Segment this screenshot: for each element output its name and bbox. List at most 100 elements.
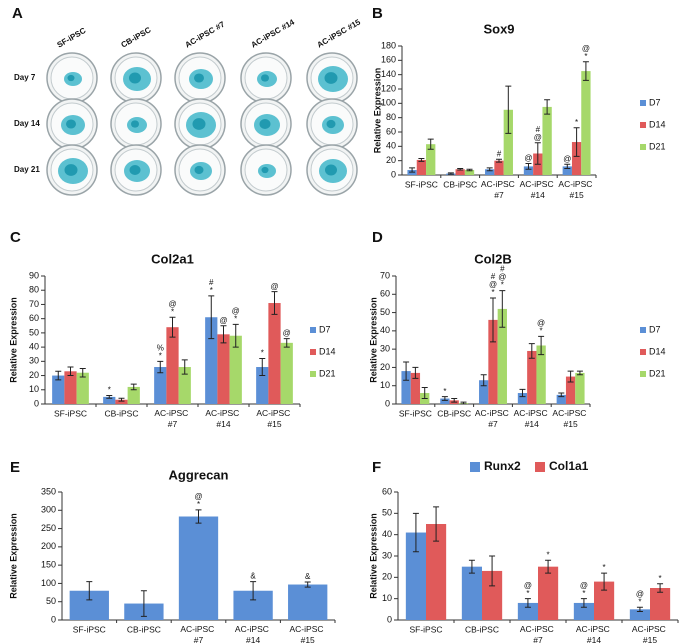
x-tick-label: CB-iPSC (465, 624, 499, 634)
y-tick-label: 40 (386, 141, 396, 151)
error-bar (441, 396, 448, 401)
y-tick-label: 30 (29, 356, 39, 366)
y-tick-label: 50 (380, 307, 390, 317)
legend-swatch (310, 371, 316, 377)
significance-mark: @ (524, 154, 532, 163)
legend-label: D14 (649, 119, 666, 129)
significance-mark: * (171, 307, 174, 316)
error-bar (496, 158, 502, 163)
bar (565, 376, 576, 404)
significance-mark: @ (537, 318, 545, 327)
y-axis-label: Relative Expression (372, 68, 382, 154)
significance-mark: @ (534, 133, 542, 142)
y-tick-label: 80 (386, 112, 396, 122)
error-bar (409, 167, 416, 173)
error-bar (106, 394, 113, 399)
x-tick-label: AC-iPSC #15 (558, 179, 594, 200)
y-tick-label: 60 (29, 313, 39, 323)
chart-panel: C Col2a1 Relative Expression 0 10 20 30 40 50 60 7… (8, 229, 335, 429)
significance-mark: @ (270, 282, 278, 291)
bar (178, 367, 191, 404)
bar (485, 169, 495, 175)
y-tick-label: 40 (29, 341, 39, 351)
y-tick-label: 20 (382, 572, 392, 582)
bar (268, 303, 281, 404)
y-tick-label: 0 (391, 169, 396, 179)
legend-label: D7 (649, 324, 661, 334)
legend-swatch (640, 122, 646, 128)
y-tick-label: 0 (51, 614, 56, 624)
x-tick-label: AC-iPSC #7 (180, 624, 216, 644)
y-tick-label: 40 (380, 325, 390, 335)
error-bar (447, 172, 454, 175)
y-tick-label: 20 (386, 155, 396, 165)
legend-swatch (640, 144, 646, 150)
bar (538, 566, 559, 620)
error-bar (576, 370, 583, 376)
y-axis-label: Relative Expression (8, 297, 18, 383)
panel-letter: D (372, 229, 383, 246)
significance-mark: # (500, 265, 505, 274)
x-tick-label: SF-iPSC (399, 408, 432, 418)
error-bar (55, 370, 62, 381)
error-bar (412, 366, 419, 379)
x-tick-label: AC-iPSC #7 (481, 179, 517, 200)
bar (127, 386, 140, 404)
x-tick-label: AC-iPSC #7 (154, 408, 190, 429)
significance-mark: * (501, 281, 504, 290)
bar (401, 371, 411, 404)
significance-mark: & (250, 572, 256, 581)
chart-panel: D Col2B Relative Expression 0 10 20 30 40 50 60 70… (368, 229, 665, 429)
bar (527, 350, 537, 404)
y-tick-label: 160 (381, 55, 396, 65)
bar (488, 319, 498, 404)
y-tick-label: 50 (382, 508, 392, 518)
bar (575, 372, 585, 404)
bar (581, 71, 591, 175)
y-tick-label: 10 (380, 380, 390, 390)
bar (542, 106, 552, 175)
bar (426, 144, 436, 175)
error-bar (283, 338, 290, 348)
panel-letter: B (372, 5, 383, 22)
legend-swatch (640, 327, 646, 333)
bar (166, 327, 179, 404)
x-tick-label: SF-iPSC (73, 624, 106, 634)
error-bar (220, 325, 227, 344)
legend-label: D14 (319, 346, 336, 356)
significance-mark: % (157, 343, 164, 352)
bar (52, 375, 65, 404)
x-tick-label: AC-iPSC #15 (256, 408, 292, 429)
y-tick-label: 0 (34, 398, 39, 408)
error-bar (181, 359, 188, 375)
x-tick-label: SF-iPSC (409, 624, 442, 634)
bar (455, 169, 465, 175)
bar (503, 109, 513, 175)
significance-mark: # (497, 149, 502, 158)
chart-title: Col2B (474, 251, 512, 266)
significance-mark: @ (563, 154, 571, 163)
bar (229, 335, 242, 404)
chart-panel: B Sox9 Relative Expression 0 20 40 60 80 100 120 1… (372, 5, 666, 200)
significance-mark: @ (489, 280, 497, 289)
bar (178, 516, 219, 620)
error-bar (534, 142, 541, 165)
panel-letter: A (12, 5, 23, 22)
legend-swatch (640, 100, 646, 106)
error-bar (195, 509, 202, 524)
legend-label: Col1a1 (549, 459, 589, 473)
error-bar (271, 291, 278, 315)
stain-core (194, 73, 204, 83)
significance-mark: * (159, 351, 162, 360)
significance-mark: @ (219, 316, 227, 325)
error-bar (499, 290, 506, 328)
significance-mark: * (261, 349, 264, 358)
error-bar (582, 61, 589, 81)
error-bar (636, 606, 643, 612)
y-axis-label: Relative Expression (368, 513, 378, 599)
significance-mark: @ (283, 329, 291, 338)
y-tick-label: 80 (29, 285, 39, 295)
stain-core (129, 165, 141, 175)
x-tick-label: CB-iPSC (104, 408, 138, 418)
bar (556, 394, 566, 404)
